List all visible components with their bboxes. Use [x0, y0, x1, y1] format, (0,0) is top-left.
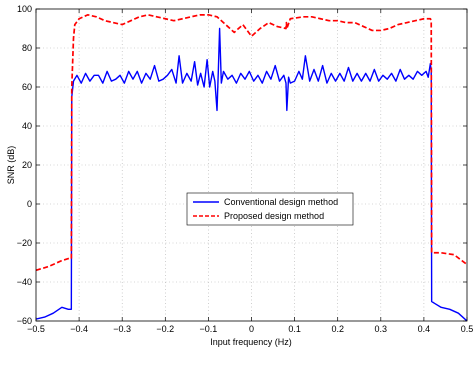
y-tick-label: 0	[27, 199, 32, 209]
x-tick-label: −0.3	[113, 324, 131, 334]
y-tick-label: −20	[17, 238, 32, 248]
y-tick-labels: −60 −40 −20 0 20 40 60 80 100	[17, 4, 32, 326]
series-proposed-line	[36, 14, 467, 272]
x-axis-label: Input frequency (Hz)	[210, 337, 292, 347]
x-tick-label: −0.1	[200, 324, 218, 334]
x-tick-label: 0.3	[375, 324, 388, 334]
y-tick-label: −40	[17, 277, 32, 287]
legend-label-proposed: Proposed design method	[224, 211, 324, 221]
legend-label-conventional: Conventional design method	[224, 197, 338, 207]
x-tick-label: −0.2	[156, 324, 174, 334]
x-tick-label: 0.1	[288, 324, 301, 334]
y-tick-label: −60	[17, 316, 32, 326]
y-tick-label: 100	[17, 4, 32, 14]
series-layer	[36, 14, 467, 321]
grid	[36, 9, 467, 321]
y-tick-label: 20	[22, 160, 32, 170]
x-tick-label: 0.2	[331, 324, 344, 334]
x-tick-label: 0.5	[461, 324, 474, 334]
axis-ticks	[35, 8, 468, 322]
series-conventional-line	[36, 27, 467, 321]
y-tick-label: 40	[22, 121, 32, 131]
legend-box	[186, 192, 354, 226]
x-tick-label: 0	[249, 324, 254, 334]
x-tick-label: −0.5	[27, 324, 45, 334]
x-tick-labels: −0.5 −0.4 −0.3 −0.2 −0.1 0 0.1 0.2 0.3 0.4 0.5	[27, 324, 473, 334]
y-tick-label: 60	[22, 82, 32, 92]
y-tick-label: 80	[22, 43, 32, 53]
legend: Conventional design method Proposed desi…	[186, 192, 354, 226]
y-axis-label: SNR (dB)	[6, 146, 16, 185]
plot-area	[36, 9, 467, 321]
x-tick-label: −0.4	[70, 324, 88, 334]
x-tick-label: 0.4	[418, 324, 431, 334]
